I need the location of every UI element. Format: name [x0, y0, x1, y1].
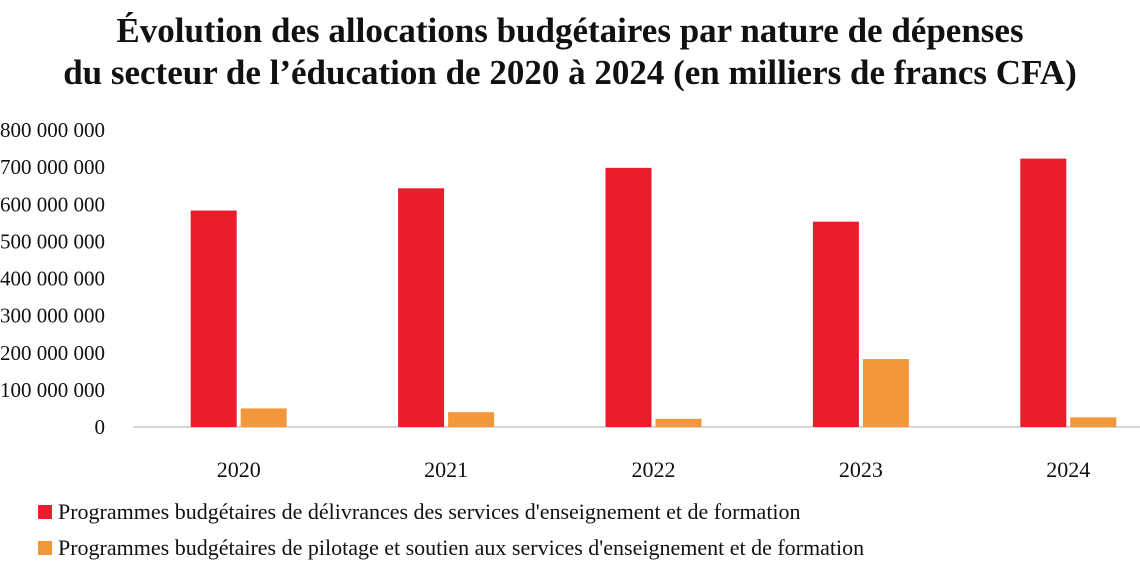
bar-delivery-2024 [1020, 158, 1067, 427]
bar-steering-2021 [448, 412, 495, 427]
bar-steering-2024 [1070, 417, 1117, 427]
chart-legend: Programmes budgétaires de délivrances de… [38, 494, 864, 566]
chart-title-line-2: du secteur de l’éducation de 2020 à 2024… [63, 53, 1077, 92]
y-tick-label: 0 [95, 415, 106, 439]
y-tick-label: 600 000 000 [0, 192, 105, 216]
bar-steering-2020 [240, 408, 287, 427]
bar-steering-2022 [655, 418, 702, 427]
y-tick-label: 200 000 000 [0, 341, 105, 365]
bar-delivery-2023 [812, 221, 859, 427]
legend-item-delivery: Programmes budgétaires de délivrances de… [38, 494, 864, 530]
legend-label-steering: Programmes budgétaires de pilotage et so… [58, 535, 865, 560]
chart-title: Évolution des allocations budgétaires pa… [0, 10, 1140, 94]
x-tick-label: 2021 [424, 457, 468, 482]
y-tick-label: 700 000 000 [0, 155, 105, 179]
y-tick-label: 100 000 000 [0, 378, 105, 402]
x-tick-label: 2020 [217, 457, 261, 482]
legend-swatch-delivery [38, 505, 52, 519]
legend-label-delivery: Programmes budgétaires de délivrances de… [58, 499, 801, 524]
x-tick-label: 2022 [632, 457, 676, 482]
x-tick-label: 2024 [1046, 457, 1090, 482]
bar-delivery-2022 [605, 167, 652, 427]
legend-item-steering: Programmes budgétaires de pilotage et so… [38, 530, 864, 566]
x-tick-label: 2023 [839, 457, 883, 482]
y-tick-label: 400 000 000 [0, 267, 105, 291]
y-tick-label: 800 000 000 [0, 118, 105, 142]
y-tick-label: 300 000 000 [0, 304, 105, 328]
bar-chart: 0 100 000 000 200 000 000 300 000 000 400 00… [0, 118, 1140, 482]
legend-swatch-steering [38, 541, 52, 555]
bar-delivery-2020 [190, 210, 237, 427]
bar-delivery-2021 [398, 188, 445, 427]
chart-title-line-1: Évolution des allocations budgétaires pa… [116, 11, 1024, 50]
bar-steering-2023 [862, 359, 909, 427]
y-tick-label: 500 000 000 [0, 229, 105, 253]
